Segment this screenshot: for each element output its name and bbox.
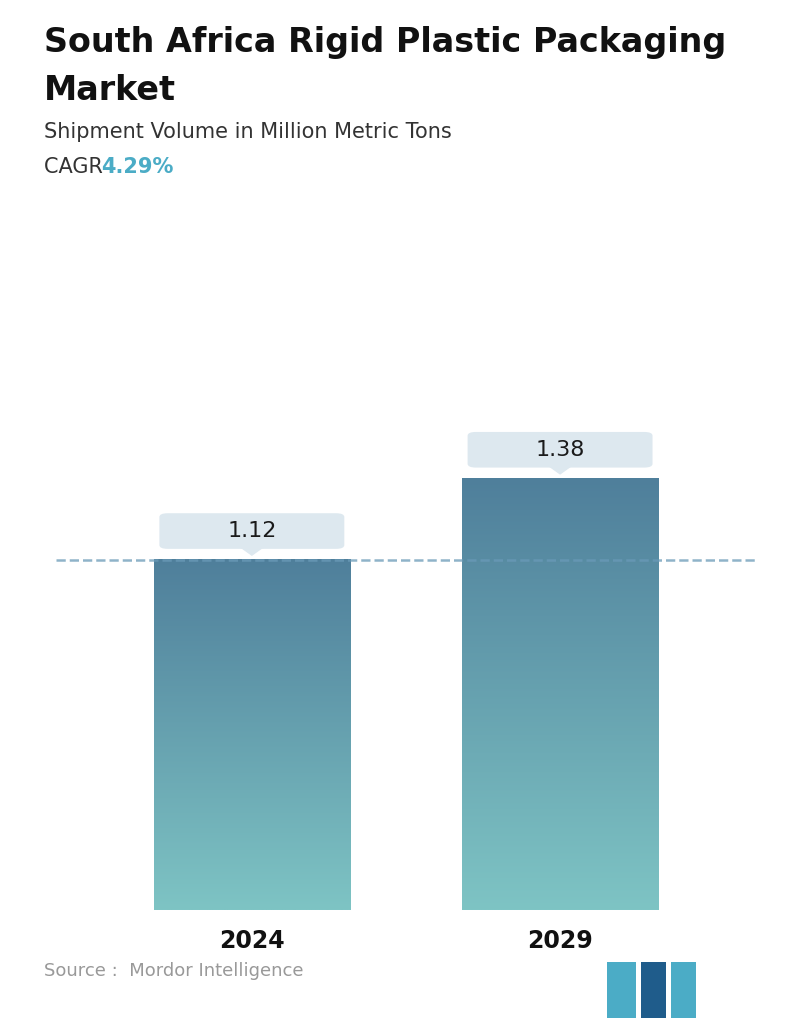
Text: South Africa Rigid Plastic Packaging: South Africa Rigid Plastic Packaging bbox=[44, 26, 726, 59]
Text: Market: Market bbox=[44, 74, 176, 108]
FancyBboxPatch shape bbox=[159, 513, 345, 549]
Text: 1.12: 1.12 bbox=[227, 521, 276, 541]
Polygon shape bbox=[607, 962, 636, 1018]
Polygon shape bbox=[238, 545, 266, 555]
Text: CAGR: CAGR bbox=[44, 157, 109, 177]
Text: Source :  Mordor Intelligence: Source : Mordor Intelligence bbox=[44, 963, 303, 980]
Polygon shape bbox=[671, 962, 696, 1018]
FancyBboxPatch shape bbox=[467, 432, 653, 467]
Polygon shape bbox=[641, 962, 666, 1018]
Text: Shipment Volume in Million Metric Tons: Shipment Volume in Million Metric Tons bbox=[44, 122, 451, 142]
Polygon shape bbox=[546, 464, 574, 474]
Text: 1.38: 1.38 bbox=[536, 439, 585, 460]
Text: 4.29%: 4.29% bbox=[101, 157, 174, 177]
